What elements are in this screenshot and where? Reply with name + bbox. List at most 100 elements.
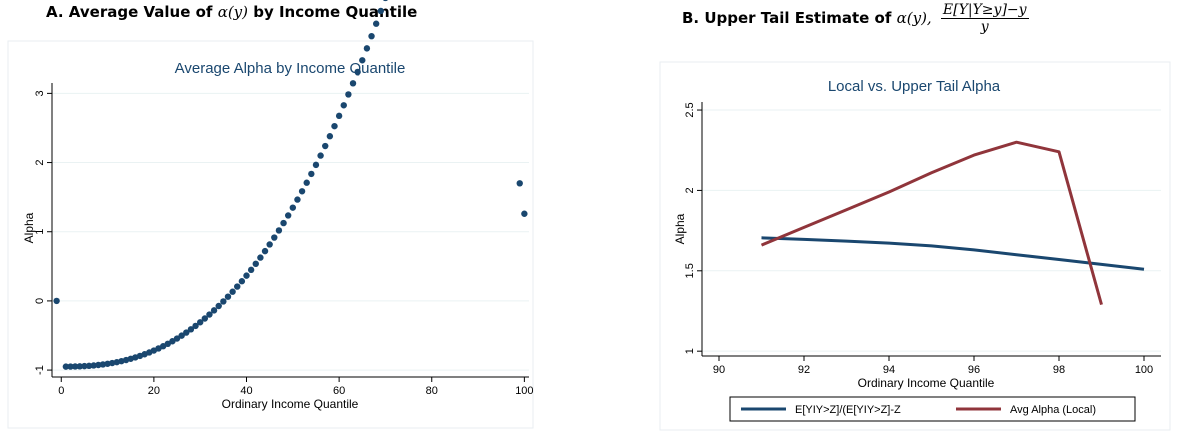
panel-a-data-point <box>238 278 246 285</box>
panel-a-data-point <box>368 32 375 40</box>
panel-a-x-tick-label: 100 <box>515 385 533 397</box>
panel-b-y-tick-label: 2 <box>684 187 696 193</box>
panel-a-data-point <box>266 241 273 248</box>
panel-a-data-point <box>252 260 259 268</box>
panel-a-data-point <box>257 254 264 261</box>
panel-b-legend <box>729 396 1136 422</box>
panel-b-heading-fraction: E[Y|Y≥y]−y y <box>940 2 1029 35</box>
panel-b-heading-prefix: B. Upper Tail Estimate of <box>682 9 892 27</box>
panel-a-data-point <box>220 298 227 305</box>
panel-a-heading-prefix: A. Average Value of <box>46 3 213 21</box>
panel-a-y-axis-label: Alpha <box>22 212 36 243</box>
panel-b-plot-area <box>702 102 1161 356</box>
panel-a-heading-suffix: by Income Quantile <box>253 3 418 21</box>
panel-a-data-point <box>363 45 371 52</box>
panel-b-x-tick-label: 100 <box>1135 364 1153 376</box>
panel-a-data-point <box>331 122 338 130</box>
panel-a-data-point <box>192 322 199 330</box>
panel-b-series-line-1 <box>761 236 1145 271</box>
panel-a-data-point <box>224 293 232 300</box>
panel-a-data-point <box>326 133 334 140</box>
panel-a-data-point <box>349 80 357 87</box>
panel-a-data-point <box>81 362 88 370</box>
panel-a-data-point <box>243 272 250 279</box>
panel-a-axes: -1 0 1 2 3 0 20 40 60 80 100 <box>34 83 534 397</box>
panel-a-data-point <box>340 102 347 109</box>
panel-b-x-tick-label: 94 <box>883 364 895 376</box>
panel-a-points <box>53 0 528 370</box>
panel-a-data-point <box>206 311 213 318</box>
panel-b-series-line-2 <box>760 140 1103 306</box>
panel-a-heading: A. Average Value of α(y) by Income Quant… <box>46 3 417 21</box>
panel-a-data-point <box>298 188 306 195</box>
panel-a-data-point <box>183 329 190 336</box>
panel-a-data-point <box>71 363 79 370</box>
legend-label-series-2: Avg Alpha (Local) <box>1010 404 1096 416</box>
panel-a-data-point <box>289 204 297 211</box>
panel-a-data-point <box>76 363 83 370</box>
panel-b-chart-title: Local vs. Upper Tail Alpha <box>828 78 1001 95</box>
panel-a-data-point <box>284 212 292 219</box>
panel-a-data-point <box>95 361 102 369</box>
panel-a-data-point <box>275 227 283 234</box>
panel-a-data-point <box>308 170 315 178</box>
panel-b-heading-math: α(y), <box>896 9 932 27</box>
panel-b-x-tick-label: 92 <box>798 364 810 376</box>
panel-a-data-point <box>62 363 70 370</box>
panel-a-data-point <box>294 196 301 203</box>
panel-a-x-tick-label: 40 <box>240 385 252 397</box>
panel-a-data-point <box>516 180 523 187</box>
panel-a-y-tick-label: 2 <box>34 159 46 165</box>
panel-a-data-point <box>312 161 320 169</box>
panel-b-gridlines <box>702 109 1161 352</box>
panel-a-y-tick-label: 3 <box>34 90 46 96</box>
panel-b-x-tick-label: 96 <box>968 364 980 376</box>
panel-a-y-tick-label: 1 <box>34 229 46 235</box>
panel-a-data-point <box>53 297 60 305</box>
panel-a-data-point <box>234 283 241 290</box>
panel-b-axes: 1 1.5 2 2.5 90 92 94 96 98 100 <box>684 102 1161 376</box>
panel-a-data-point <box>335 112 343 120</box>
panel-a-gridlines <box>52 92 529 371</box>
panel-a-plot-area <box>52 83 529 377</box>
panel-a-data-point <box>345 91 352 98</box>
panel-a-data-point <box>521 210 528 217</box>
panel-a-data-point <box>210 307 218 314</box>
panel-a-data-point <box>90 362 97 369</box>
panel-a-data-point <box>173 335 181 342</box>
panel-b-x-tick-label: 90 <box>713 364 725 376</box>
panel-b-heading: B. Upper Tail Estimate of α(y), E[Y|Y≥y]… <box>682 2 1029 35</box>
panel-a-y-tick-label: 0 <box>34 298 46 304</box>
panel-a-data-point <box>372 20 380 27</box>
panel-a-data-point <box>247 266 255 274</box>
panel-a-data-point <box>215 302 222 310</box>
panel-b-y-tick-label: 2.5 <box>684 102 696 117</box>
panel-a-data-point <box>377 7 385 15</box>
panel-a-data-point <box>229 288 236 295</box>
panel-a-data-point <box>271 234 278 241</box>
panel-a-x-tick-label: 20 <box>148 385 160 397</box>
panel-a-data-point <box>322 142 329 150</box>
panel-a-data-point <box>178 332 185 339</box>
panel-b-x-tick-label: 98 <box>1053 364 1065 376</box>
panel-a-data-point <box>280 219 287 227</box>
panel-a-x-tick-label: 60 <box>333 385 345 397</box>
panel-a-x-tick-label: 0 <box>58 385 64 397</box>
panel-a-data-point <box>169 338 176 345</box>
panel-b-y-tick-label: 1.5 <box>684 263 696 278</box>
panel-a-data-point <box>303 179 310 186</box>
panel-a-data-point <box>354 68 361 76</box>
panel-a-heading-math: α(y) <box>217 3 248 21</box>
panel-a-x-tick-label: 80 <box>426 385 438 397</box>
panel-a-chart-title: Average Alpha by Income Quantile <box>175 60 406 77</box>
panel-b-x-axis-label: Ordinary Income Quantile <box>858 376 995 390</box>
panel-a-data-point <box>382 0 388 2</box>
panel-a-data-point <box>85 362 93 370</box>
fraction-numerator: E[Y|Y≥y]−y <box>940 2 1029 19</box>
panel-a-data-point <box>67 363 74 370</box>
panel-b-series <box>760 140 1145 306</box>
panel-b-y-axis-label: Alpha <box>673 213 687 244</box>
fraction-denominator: y <box>980 19 989 35</box>
panel-a-data-point <box>261 247 269 255</box>
